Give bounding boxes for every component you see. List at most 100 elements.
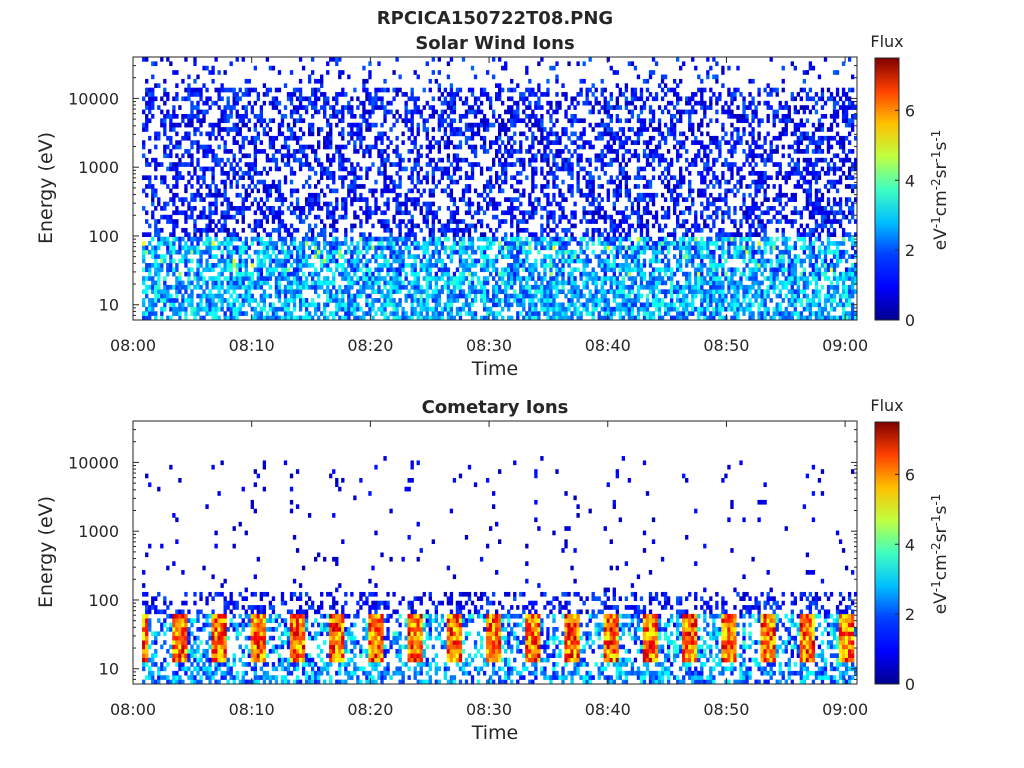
heatmap-cell xyxy=(362,271,366,277)
heatmap-cell xyxy=(286,232,291,238)
heatmap-cell xyxy=(588,140,592,145)
heatmap-cell xyxy=(289,201,294,207)
heatmap-cell xyxy=(323,166,327,172)
heatmap-cell xyxy=(262,315,267,321)
heatmap-cell xyxy=(516,236,520,242)
heatmap-cell xyxy=(307,162,312,167)
heatmap-cell xyxy=(642,166,647,172)
heatmap-cell xyxy=(525,70,529,75)
heatmap-cell xyxy=(283,105,288,110)
heatmap-cell xyxy=(178,258,182,264)
heatmap-cell xyxy=(630,100,635,106)
heatmap-cell xyxy=(256,149,260,154)
heatmap-cell xyxy=(552,302,556,308)
heatmap-cell xyxy=(434,166,438,172)
heatmap-cell xyxy=(416,197,420,202)
heatmap-cell xyxy=(350,96,354,102)
heatmap-cell xyxy=(277,122,282,128)
heatmap-cell xyxy=(338,109,342,115)
heatmap-cell xyxy=(630,311,635,316)
heatmap-cell xyxy=(178,197,182,202)
heatmap-cell xyxy=(286,92,291,97)
heatmap-cell xyxy=(618,162,622,167)
heatmap-cell xyxy=(341,293,345,299)
heatmap-cell xyxy=(389,311,393,316)
heatmap-cell xyxy=(220,87,224,93)
heatmap-cell xyxy=(410,298,414,303)
heatmap-cell xyxy=(335,306,339,312)
heatmap-cell xyxy=(470,236,475,242)
heatmap-cell xyxy=(416,223,420,229)
heatmap-cell xyxy=(244,245,248,251)
heatmap-cell xyxy=(479,245,484,251)
heatmap-cell xyxy=(238,258,242,264)
heatmap-cell xyxy=(208,206,212,211)
heatmap-cell xyxy=(419,302,423,308)
heatmap-cell xyxy=(211,157,215,163)
heatmap-cell xyxy=(184,122,188,128)
heatmap-cell xyxy=(546,315,550,321)
heatmap-cell xyxy=(485,122,490,128)
heatmap-cell xyxy=(528,78,532,84)
heatmap-cell xyxy=(368,210,372,216)
heatmap-cell xyxy=(232,315,236,321)
heatmap-cell xyxy=(573,302,577,308)
heatmap-cell xyxy=(398,175,402,181)
heatmap-cell xyxy=(413,276,417,281)
heatmap-cell xyxy=(510,206,514,211)
heatmap-cell xyxy=(371,276,375,281)
heatmap-cell xyxy=(504,241,508,246)
heatmap-cell xyxy=(443,87,448,93)
heatmap-cell xyxy=(624,140,629,145)
heatmap-cell xyxy=(145,284,149,290)
heatmap-cell xyxy=(504,236,508,242)
heatmap-cell xyxy=(344,206,348,211)
heatmap-cell xyxy=(380,293,384,299)
heatmap-cell xyxy=(202,206,206,211)
heatmap-cell xyxy=(326,144,330,150)
heatmap-cell xyxy=(404,113,408,119)
heatmap-cell xyxy=(452,280,457,286)
heatmap-cell xyxy=(241,92,245,97)
heatmap-cell xyxy=(579,289,583,294)
heatmap-cell xyxy=(380,87,384,93)
heatmap-cell xyxy=(534,245,538,251)
heatmap-cell xyxy=(250,315,254,321)
heatmap-cell xyxy=(145,192,149,198)
heatmap-cell xyxy=(645,223,650,229)
heatmap-cell xyxy=(636,289,641,294)
heatmap-cell xyxy=(413,280,417,286)
heatmap-cell xyxy=(540,57,544,62)
heatmap-cell xyxy=(543,149,547,154)
heatmap-cell xyxy=(570,131,574,137)
heatmap-cell xyxy=(458,284,463,290)
heatmap-cell xyxy=(241,140,245,145)
heatmap-cell xyxy=(531,306,535,312)
heatmap-cell xyxy=(142,109,146,115)
heatmap-cell xyxy=(507,302,511,308)
heatmap-cell xyxy=(570,153,574,159)
heatmap-cell xyxy=(519,96,523,102)
heatmap-cell xyxy=(534,113,538,119)
heatmap-cell xyxy=(274,227,279,233)
heatmap-cell xyxy=(238,302,242,308)
heatmap-cell xyxy=(425,271,429,277)
heatmap-cell xyxy=(437,311,441,316)
heatmap-cell xyxy=(238,284,242,290)
heatmap-cell xyxy=(537,241,541,246)
heatmap-cell xyxy=(157,280,161,286)
heatmap-cell xyxy=(510,236,514,242)
heatmap-cell xyxy=(470,92,475,97)
heatmap-cell xyxy=(549,105,553,110)
heatmap-cell xyxy=(495,227,499,233)
heatmap-cell xyxy=(434,293,438,299)
heatmap-cell xyxy=(202,280,206,286)
heatmap-cell xyxy=(304,144,309,150)
heatmap-cell xyxy=(642,197,647,202)
heatmap-cell xyxy=(455,179,460,185)
heatmap-cell xyxy=(642,175,647,181)
heatmap-cell xyxy=(286,157,291,163)
heatmap-cell xyxy=(485,179,490,185)
heatmap-cell xyxy=(428,227,432,233)
heatmap-cell xyxy=(398,315,402,321)
